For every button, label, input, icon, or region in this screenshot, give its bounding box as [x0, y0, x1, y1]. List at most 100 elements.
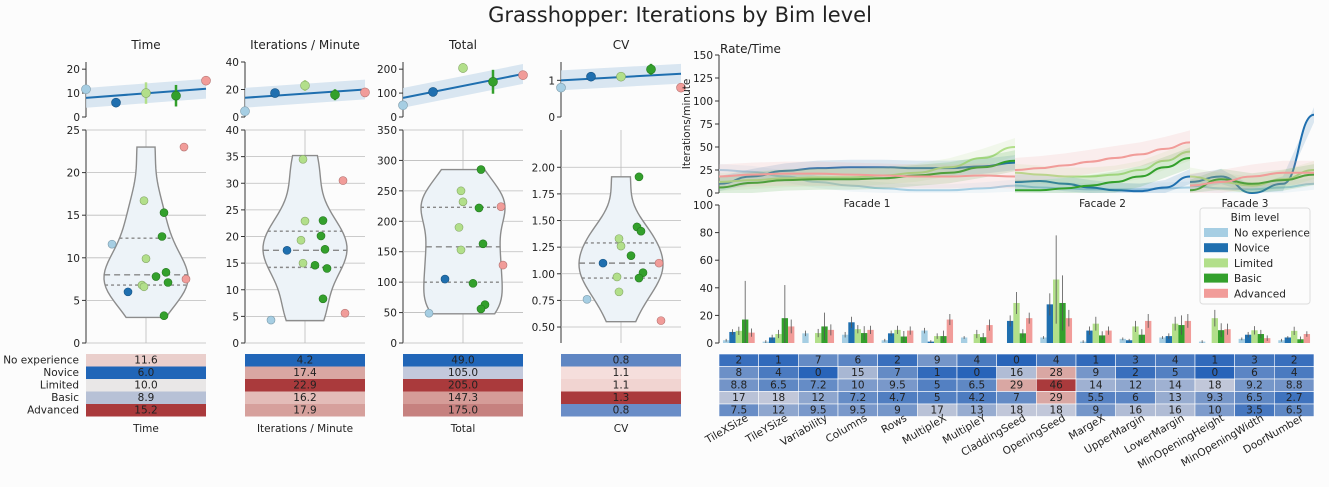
table-cell-value: 147.3: [448, 392, 478, 404]
violin-tick-label: 20: [226, 232, 239, 244]
violin-tick-label: 40: [226, 125, 239, 137]
facade-label: Facade 1: [844, 198, 891, 210]
swarm-point: [612, 272, 622, 282]
bar: [1224, 329, 1231, 343]
swarm-point: [139, 282, 149, 292]
bar: [802, 333, 809, 343]
rate-tick-label: 25: [700, 165, 713, 177]
top-point: [171, 90, 181, 101]
bar: [735, 330, 743, 343]
bar-table-value: 5: [934, 392, 941, 404]
panel-xlabel: Time: [132, 423, 159, 435]
top-point: [240, 106, 250, 117]
table-cell-value: 0.8: [613, 355, 630, 367]
rate-tick-label: 0: [706, 188, 713, 200]
bar: [1171, 323, 1179, 343]
bar-table-value: 5: [934, 380, 941, 392]
bar-table-value: 13: [1168, 392, 1181, 404]
top-point: [300, 80, 310, 91]
bar-table-value: 4: [775, 367, 782, 379]
top-tick-label: 200: [377, 64, 397, 76]
swarm-point: [458, 197, 468, 207]
bar: [894, 329, 901, 343]
swarm-point: [614, 234, 624, 243]
swarm-point: [654, 258, 664, 268]
violin-tick-label: 25: [67, 125, 80, 137]
swarm-point: [468, 279, 478, 288]
bar-table-value: 4: [1291, 367, 1298, 379]
violin-tick-label: 0.75: [532, 295, 555, 307]
legend-label: No experience: [1234, 228, 1310, 240]
swarm-point: [616, 241, 626, 251]
panel-cv: CV010.500.751.001.251.501.752.000.81.11.…: [532, 38, 686, 435]
rate-tick-label: 150: [693, 50, 713, 62]
swarm-point: [634, 273, 644, 283]
swarm-point: [498, 260, 508, 270]
table-cell-value: 1.3: [613, 392, 630, 404]
table-cell: [86, 391, 206, 404]
table-cell: [245, 391, 365, 404]
table-row-label: Advanced: [27, 405, 79, 417]
top-tick-label: 100: [377, 88, 397, 100]
bar-table-value: 29: [1049, 392, 1062, 404]
top-point: [81, 84, 91, 95]
bar: [907, 330, 914, 343]
swarm-point: [282, 246, 292, 255]
left-panels: No experienceNoviceLimitedBasicAdvancedT…: [3, 38, 686, 435]
violin-tick-label: 350: [377, 125, 397, 137]
bar: [729, 331, 736, 343]
rate-ci-band: [719, 164, 1015, 193]
table-cell: [561, 391, 681, 404]
table-cell: [86, 379, 206, 392]
legend-swatch: [1204, 288, 1228, 298]
top-tick-label: 40: [226, 57, 239, 69]
bar-table-value: 46: [1049, 380, 1063, 392]
swarm-point: [614, 287, 624, 297]
table-cell-value: 11.6: [134, 355, 158, 367]
bar: [1165, 336, 1172, 343]
bar-table-value: 6: [1251, 367, 1258, 379]
panel-title: Iterations / Minute: [250, 38, 360, 52]
swarm-point: [159, 208, 169, 217]
top-point: [458, 63, 468, 73]
panel-time: Time 0 10 20 0 5 10 15 20 25 11.66.010.08.915.2 Tim…: [67, 38, 211, 435]
facade-label: Facade 3: [1222, 198, 1269, 210]
violin-tick-label: 50: [384, 308, 397, 320]
bar-table-value: 6.5: [968, 380, 985, 392]
bar: [1184, 320, 1192, 343]
table-row-label: No experience: [3, 355, 79, 367]
swarm-point: [656, 316, 666, 325]
swarm-point: [300, 216, 310, 226]
bar-table-value: 2: [1132, 367, 1139, 379]
bar-table-value: 10: [1208, 405, 1221, 417]
bar-table-value: 9: [1092, 405, 1099, 417]
bar-table-value: 16: [1129, 405, 1143, 417]
bar: [841, 334, 849, 343]
swarm-point: [456, 245, 466, 255]
panel-title: Time: [130, 38, 160, 52]
bar-table-value: 16: [1010, 367, 1024, 379]
bar: [748, 332, 755, 343]
swarm-point: [476, 165, 486, 174]
bar-table-value: 18: [1010, 405, 1023, 417]
violin-tick-label: 1.25: [532, 242, 555, 254]
table-row-label: Limited: [40, 380, 79, 392]
violin-tick-label: 0.50: [532, 322, 555, 334]
violin-tick-label: 15: [226, 258, 239, 270]
top-point: [428, 87, 438, 97]
swarm-point: [139, 196, 149, 206]
table-cell: [86, 354, 206, 367]
top-tick-label: 0: [73, 112, 80, 124]
bar-table-value: 6.5: [1286, 405, 1303, 417]
table-cell-value: 1.1: [613, 367, 630, 379]
table-cell-value: 49.0: [451, 355, 474, 367]
figure-title: Grasshopper: Iterations by Bim level: [488, 3, 872, 27]
bar-table-value: 5.5: [1087, 392, 1104, 404]
bar: [1006, 320, 1014, 343]
bar-table-value: 18: [772, 392, 785, 404]
table-cell-value: 22.9: [293, 380, 316, 392]
bar-table-value: 5: [1172, 367, 1179, 379]
bar-table-value: 1: [775, 355, 782, 367]
table-cell-value: 17.9: [293, 405, 316, 417]
rate-line: [1014, 175, 1191, 193]
